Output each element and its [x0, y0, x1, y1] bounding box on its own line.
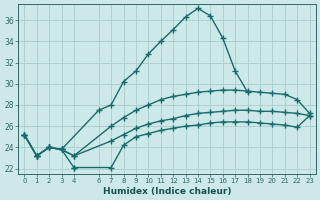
X-axis label: Humidex (Indice chaleur): Humidex (Indice chaleur) [103, 187, 231, 196]
